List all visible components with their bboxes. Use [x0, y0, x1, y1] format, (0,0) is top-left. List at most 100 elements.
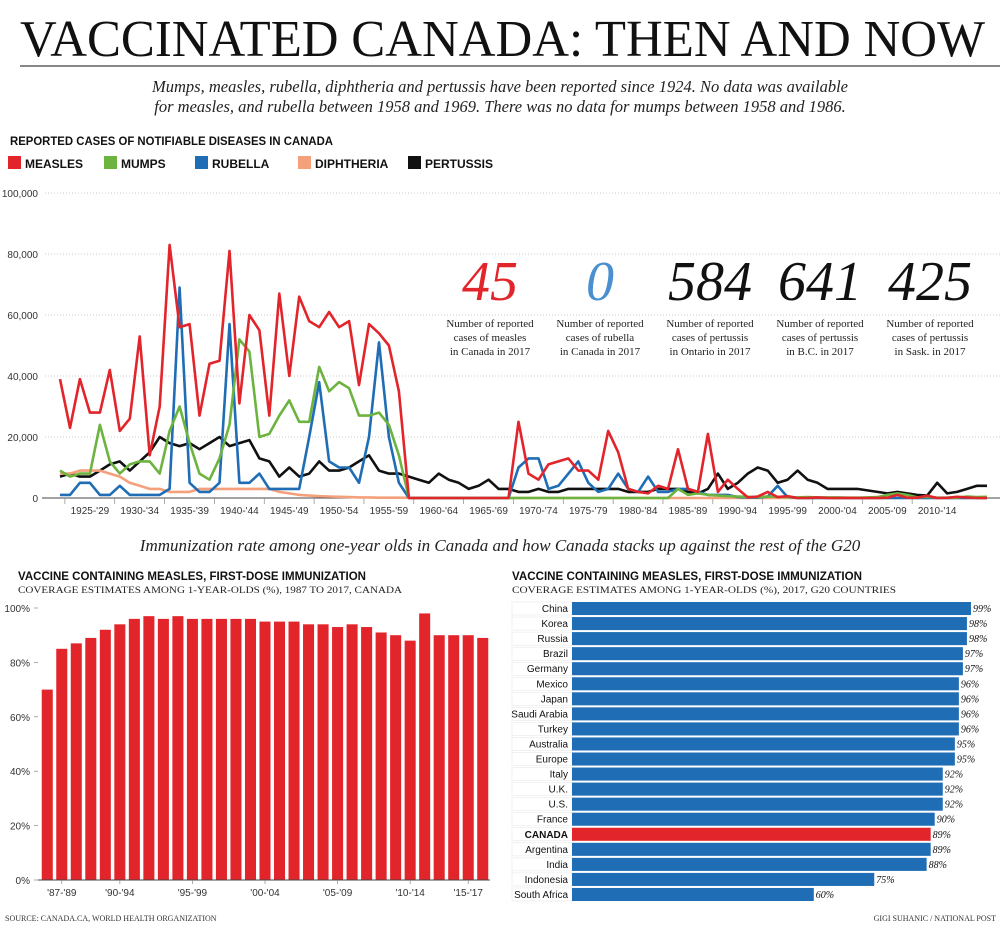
callout-caption: in Canada in 2017	[560, 346, 641, 358]
x-tick-label: 1935-'39	[170, 506, 209, 517]
value-label: 96%	[961, 724, 979, 735]
bar	[419, 613, 431, 880]
bar	[186, 618, 198, 880]
value-label: 92%	[945, 770, 963, 781]
page-title: VACCINATED CANADA: THEN AND NOW	[20, 11, 985, 68]
bar	[572, 722, 959, 736]
bar	[572, 632, 967, 646]
value-label: 99%	[973, 604, 991, 615]
value-label: 89%	[933, 845, 951, 856]
legend-label: DIPHTHERIA	[315, 157, 389, 171]
x-tick-label: 1995-'99	[768, 506, 807, 517]
callout-caption: Number of reported	[446, 318, 534, 330]
series-line	[58, 243, 988, 500]
value-label: 88%	[929, 860, 947, 871]
category-label: CANADA	[525, 830, 568, 841]
bar	[390, 635, 402, 880]
callout-caption: in Canada in 2017	[450, 346, 531, 358]
x-tick-label: '87-'89	[47, 888, 77, 899]
bar	[274, 621, 286, 880]
bar	[572, 827, 931, 841]
x-tick-label: '95-'99	[178, 888, 208, 899]
bar	[448, 635, 460, 880]
bar	[572, 887, 814, 901]
x-tick-label: 1950-'54	[320, 506, 359, 517]
section-heading: Immunization rate among one-year olds in…	[139, 536, 861, 555]
callout-caption: in Ontario in 2017	[670, 346, 751, 358]
value-label: 60%	[816, 890, 834, 901]
category-label: Turkey	[538, 724, 568, 735]
callout-number: 425	[888, 251, 972, 313]
x-tick-label: 1930-'34	[120, 506, 159, 517]
bar	[303, 624, 315, 880]
y-tick-label: 0	[32, 494, 38, 505]
bar	[572, 752, 955, 766]
bar	[128, 618, 140, 880]
legend-swatch	[298, 156, 311, 169]
bar	[572, 692, 959, 706]
category-label: Mexico	[536, 679, 568, 690]
y-tick-label: 100,000	[2, 189, 39, 200]
x-tick-label: '10-'14	[395, 888, 425, 899]
value-label: 95%	[957, 739, 975, 750]
callout-caption: cases of pertussis	[672, 332, 748, 344]
series-line	[59, 435, 987, 497]
bar	[332, 627, 344, 880]
x-tick-label: 1955-'59	[370, 506, 409, 517]
category-label: U.S.	[549, 800, 568, 811]
credit: GIGI SUHANIC / NATIONAL POST	[874, 914, 996, 923]
category-label: Russia	[537, 634, 568, 645]
x-tick-label: '00-'04	[250, 888, 280, 899]
value-label: 97%	[965, 664, 983, 675]
bar	[375, 632, 387, 880]
bar	[572, 872, 875, 886]
callout-number: 641	[778, 251, 862, 313]
subtitle-line: Mumps, measles, rubella, diphtheria and …	[151, 77, 848, 96]
callout-caption: cases of pertussis	[892, 332, 968, 344]
y-tick-label: 20,000	[7, 433, 38, 444]
callout-caption: Number of reported	[556, 318, 644, 330]
value-label: 95%	[957, 755, 975, 766]
callout-caption: in B.C. in 2017	[786, 346, 854, 358]
x-tick-label: 1960-'64	[419, 506, 458, 517]
category-label: Japan	[541, 694, 568, 705]
bar	[361, 627, 373, 880]
bar	[572, 812, 935, 826]
legend-swatch	[195, 156, 208, 169]
x-tick-label: 1925-'29	[71, 506, 110, 517]
bar	[572, 617, 967, 631]
bar	[572, 602, 971, 616]
y-tick-label: 80,000	[7, 250, 38, 261]
x-tick-label: 1990-'94	[719, 506, 758, 517]
x-tick-label: 1940-'44	[220, 506, 259, 517]
category-label: Korea	[541, 619, 568, 630]
x-tick-label: 1945-'49	[270, 506, 309, 517]
x-tick-label: 1975-'79	[569, 506, 608, 517]
y-tick-label: 80%	[10, 658, 30, 669]
legend-label: PERTUSSIS	[425, 157, 493, 171]
category-label: Indonesia	[525, 875, 569, 886]
chart-title: VACCINE CONTAINING MEASLES, FIRST-DOSE I…	[18, 569, 366, 583]
bar	[572, 662, 963, 676]
legend-swatch	[104, 156, 117, 169]
legend-label: RUBELLA	[212, 157, 270, 171]
bar	[317, 624, 329, 880]
source: SOURCE: CANADA.CA, WORLD HEALTH ORGANIZA…	[5, 914, 217, 923]
x-tick-label: 1980-'84	[619, 506, 658, 517]
bar	[572, 842, 931, 856]
x-tick-label: 1970-'74	[519, 506, 558, 517]
bar	[572, 677, 959, 691]
y-tick-label: 40%	[10, 767, 30, 778]
value-label: 98%	[969, 619, 987, 630]
value-label: 75%	[876, 875, 894, 886]
chart-title: VACCINE CONTAINING MEASLES, FIRST-DOSE I…	[512, 569, 862, 583]
category-label: Saudi Arabia	[511, 709, 568, 720]
callout-caption: cases of pertussis	[782, 332, 858, 344]
value-label: 89%	[933, 830, 951, 841]
x-tick-label: 2000-'04	[818, 506, 857, 517]
callout-caption: Number of reported	[886, 318, 974, 330]
legend-swatch	[8, 156, 21, 169]
category-label: China	[542, 604, 569, 615]
bar	[244, 618, 256, 880]
